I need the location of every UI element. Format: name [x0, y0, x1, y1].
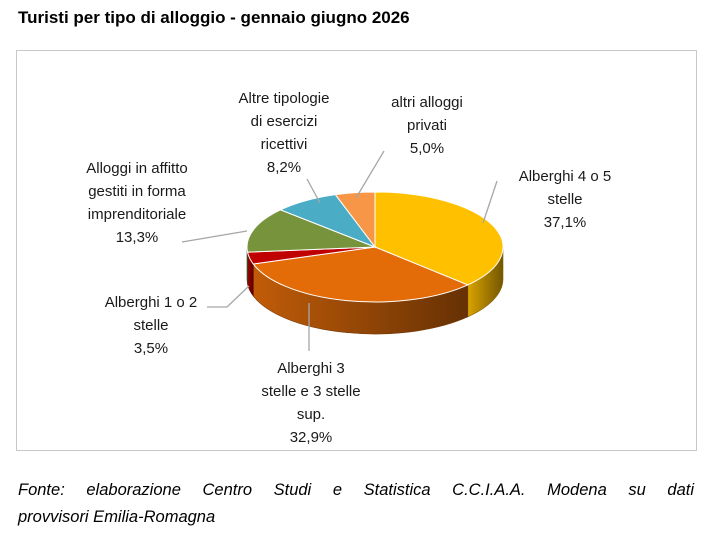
slice-a45: [374, 191, 504, 286]
slice-value-label-a12: 3,5%: [134, 340, 168, 357]
slice-value-label-a45: 37,1%: [544, 214, 587, 231]
slice-value-label-a3: 32,9%: [290, 429, 333, 446]
slice-label-a3-line-3: sup.: [297, 406, 325, 423]
slice-label-aff-line-3: imprenditoriale: [88, 206, 186, 223]
leader-line-priv: [355, 150, 385, 199]
slice-label-a45-line-1: Alberghi 4 o 5: [519, 168, 612, 185]
slice-label-a3-line-1: Alberghi 3: [277, 360, 345, 377]
leader-line-a12: [207, 285, 250, 308]
slice-label-altre-line-3: ricettivi: [261, 136, 308, 153]
leader-lines: [181, 150, 498, 351]
leader-line-aff: [181, 230, 248, 243]
slice-priv: [334, 191, 376, 249]
source-line-2: provvisori Emilia-Romagna: [18, 508, 216, 526]
slice-label-a12-line-1: Alberghi 1 o 2: [105, 294, 198, 311]
leader-line-a45: [482, 180, 498, 224]
chart-title: Turisti per tipo di alloggio - gennaio g…: [18, 8, 410, 27]
leader-line-altre: [306, 178, 321, 204]
slice-label-aff-line-1: Alloggi in affitto: [86, 160, 187, 177]
slice-label-priv-line-2: privati: [407, 117, 447, 134]
pie-chart: Alberghi 4 o 5 stelle 37,1% Alberghi 3 stell…: [86, 90, 611, 446]
slice-value-label-priv: 5,0%: [410, 140, 444, 157]
slice-label-a45-line-2: stelle: [547, 191, 582, 208]
slice-label-aff-line-2: gestiti in forma: [88, 183, 186, 200]
slice-value-label-aff: 13,3%: [116, 229, 159, 246]
slice-labels: Alberghi 4 o 5 stelle 37,1% Alberghi 3 stell…: [86, 90, 611, 446]
chart-area: Alberghi 4 o 5 stelle 37,1% Alberghi 3 stell…: [16, 50, 697, 451]
slice-label-altre-line-1: Altre tipologie: [239, 90, 330, 107]
pie-slices: [246, 191, 504, 303]
source-line-1: Fonte: elaborazione Centro Studi e Stati…: [18, 481, 694, 499]
slice-label-priv-line-1: altri alloggi: [391, 94, 463, 111]
slice-aff: [246, 209, 376, 253]
slice-a3: [252, 246, 470, 303]
slice-label-altre-line-2: di esercizi: [251, 113, 318, 130]
source-note: Fonte: elaborazione Centro Studi e Stati…: [18, 477, 694, 531]
slice-value-label-altre: 8,2%: [267, 159, 301, 176]
slice-label-a12-line-2: stelle: [133, 317, 168, 334]
slice-label-a3-line-2: stelle e 3 stelle: [261, 383, 360, 400]
